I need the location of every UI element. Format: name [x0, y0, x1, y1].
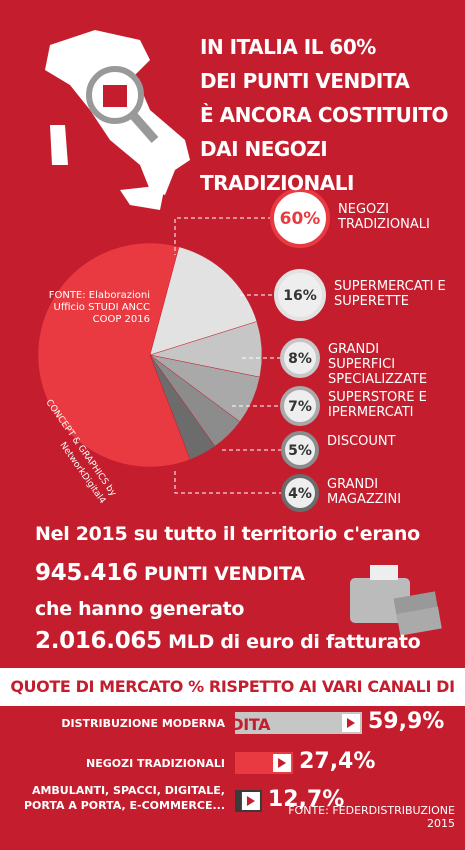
stat-line: 945.416 PUNTI VENDITA [35, 560, 305, 586]
register-icon [350, 578, 410, 623]
legend-label: SUPERMERCATI E SUPERETTE [334, 279, 446, 309]
value-label: 7% [288, 399, 312, 415]
leader-line [174, 470, 283, 494]
bar [235, 712, 362, 734]
leader-line [174, 217, 272, 255]
value-label: 60% [280, 209, 321, 229]
headline-line: DAI NEGOZI TRADIZIONALI [200, 137, 354, 195]
stat-text: PUNTI VENDITA [144, 563, 305, 585]
stat-number: 2.016.065 [35, 628, 162, 654]
bar-value: 59,9% [367, 709, 445, 734]
value-label: 16% [283, 288, 317, 304]
headline-line: IN ITALIA IL 60% [200, 35, 376, 59]
bar-category: NEGOZI TRADIZIONALI [86, 757, 225, 770]
pie-slice [149, 246, 258, 356]
value-label: 4% [288, 486, 312, 502]
headline: IN ITALIA IL 60% DEI PUNTI VENDITA È ANC… [200, 30, 460, 200]
headline-line: È ANCORA COSTITUITO [200, 103, 449, 127]
annotation: FONTE: Elaborazioni Ufficio STUDI ANCC C… [48, 290, 150, 325]
source: FONTE: FEDERDISTRIBUZIONE 2015 [288, 804, 455, 830]
value-badge [270, 188, 330, 248]
legend-label: NEGOZI TRADIZIONALI [338, 202, 430, 232]
stat-line: che hanno generato [35, 598, 245, 620]
legend-label: GRANDI SUPERFICI SPECIALIZZATE [328, 342, 428, 387]
value-label: 8% [288, 351, 312, 367]
legend-label: SUPERSTORE E IPERMERCATI [328, 390, 427, 420]
legend-label: GRANDI MAGAZZINI [327, 477, 402, 507]
value-label: 5% [288, 443, 312, 459]
stat-line: Nel 2015 su tutto il territorio c'erano [35, 523, 420, 545]
stat-number: 945.416 [35, 560, 138, 586]
headline-line: DEI PUNTI VENDITA [200, 69, 410, 93]
value-badge [280, 338, 320, 378]
legend-label: DISCOUNT [327, 434, 396, 449]
bar-title: QUOTE DI MERCATO % RISPETTO AI VARI CANA… [0, 668, 465, 734]
sicily [120, 185, 165, 210]
pie-slice [37, 242, 191, 468]
shopping-bag [103, 85, 127, 107]
value-badge [281, 431, 319, 469]
stat-line: 2.016.065 MLD di euro di fatturato [35, 628, 421, 654]
bar-arrow [346, 718, 355, 728]
magnifier-handle [129, 112, 159, 143]
value-badge [280, 386, 320, 426]
stat-text: MLD di euro di fatturato [168, 631, 421, 653]
bar-value: 27,4% [299, 749, 376, 774]
value-badge [281, 474, 319, 512]
banknote [396, 606, 442, 636]
bar-arrow [278, 758, 287, 768]
sardinia [50, 125, 68, 165]
bar-arrow [246, 796, 255, 806]
value-badge [274, 269, 326, 321]
register-paper [370, 565, 398, 580]
bar-category: AMBULANTI, SPACCI, DIGITALE, PORTA A POR… [24, 784, 225, 812]
pie-slice [149, 354, 216, 460]
bar-category: DISTRIBUZIONE MODERNA [61, 717, 225, 730]
bar-value: 12,7% [267, 787, 345, 812]
